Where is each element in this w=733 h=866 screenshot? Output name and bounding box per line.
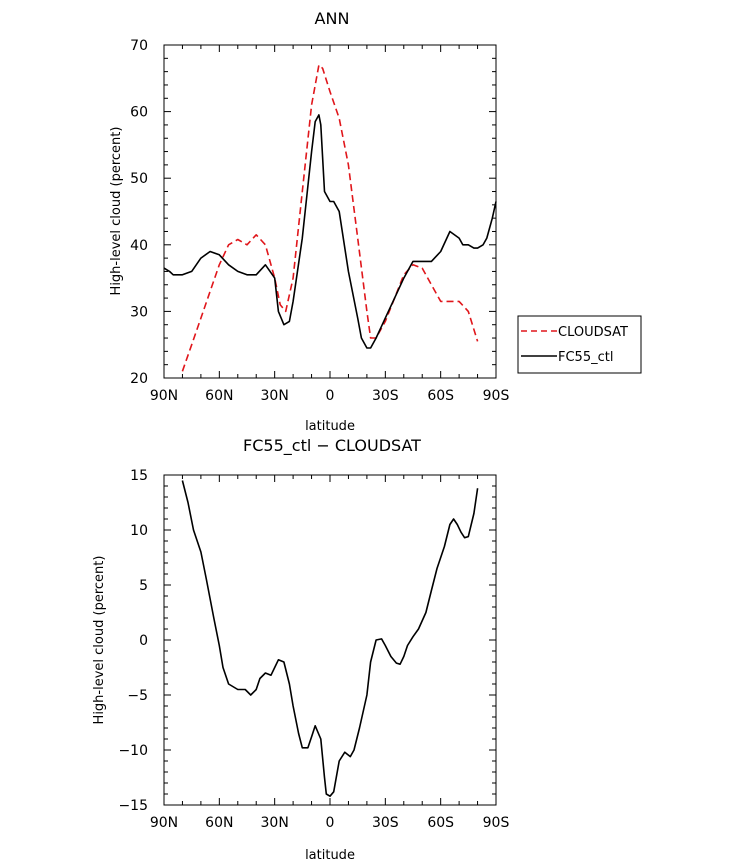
top-x-tick-label: 0 [326,388,335,404]
bottom-x-tick-label: 0 [326,815,335,831]
top-y-tick-labels: 20 30 40 50 60 70 [130,38,148,387]
bottom-y-tick-label: −5 [127,688,148,704]
bottom-x-tick-labels: 90N 60N 30N 0 30S 60S 90S [150,815,510,831]
top-y-tick-label: 50 [130,171,148,187]
bottom-y-tick-label: 5 [139,578,148,594]
top-y-tick-label: 70 [130,38,148,54]
top-y-tick-label: 40 [130,238,148,254]
top-series-line-fc55-ctl [163,114,497,349]
top-y-tick-label: 60 [130,105,148,121]
legend-label-cloudsat: CLOUDSAT [558,325,628,340]
bottom-y-tick-labels: −15 −10 −5 0 5 10 15 [118,468,148,814]
bottom-x-tick-label: 30S [372,815,399,831]
bottom-x-tick-label: 90S [483,815,510,831]
bottom-y-tick-label: −15 [118,798,148,814]
bottom-x-tick-label: 90N [150,815,178,831]
bottom-x-axis-label: latitude [305,848,355,863]
top-x-tick-label: 60N [205,388,233,404]
bottom-y-tick-label: 0 [139,633,148,649]
top-plot-frame [163,44,497,379]
legend-box [517,315,642,374]
top-y-tick-label: 30 [130,304,148,320]
top-x-tick-labels: 90N 60N 30N 0 30S 60S 90S [150,388,510,404]
bottom-series-lines [181,480,479,798]
bottom-plot-frame [163,474,497,806]
bottom-x-tick-label: 60S [427,815,454,831]
bottom-panel: FC55_ctl − CLOUDSAT 90N 60N 30N 0 30S 60S 90S … [92,436,509,863]
top-x-tick-label: 30S [372,388,399,404]
bottom-series-line-difference [181,480,479,798]
top-series-line-cloudsat [181,64,479,372]
top-x-tick-label: 90N [150,388,178,404]
bottom-chart-title: FC55_ctl − CLOUDSAT [243,436,421,456]
top-panel: ANN 90N 60N 30N 0 30S 60S 90S 20 30 40 50 60 70 lat… [109,9,642,434]
bottom-x-tick-label: 60N [205,815,233,831]
top-x-tick-label: 30N [261,388,289,404]
bottom-y-tick-label: 15 [130,468,148,484]
top-x-tick-label: 60S [427,388,454,404]
bottom-y-tick-label: 10 [130,523,148,539]
bottom-y-axis-label: High-level cloud (percent) [92,556,107,725]
bottom-x-tick-label: 30N [261,815,289,831]
legend: CLOUDSAT FC55_ctl [517,315,642,374]
top-y-tick-label: 20 [130,371,148,387]
top-x-tick-label: 90S [483,388,510,404]
bottom-y-tick-label: −10 [118,743,148,759]
top-series-lines [163,64,497,372]
top-x-axis-label: latitude [305,419,355,434]
top-ticks [163,44,497,379]
bottom-ticks [163,474,497,806]
top-chart-title: ANN [315,9,350,28]
top-y-axis-label: High-level cloud (percent) [109,127,124,296]
legend-label-fc55: FC55_ctl [558,350,613,365]
